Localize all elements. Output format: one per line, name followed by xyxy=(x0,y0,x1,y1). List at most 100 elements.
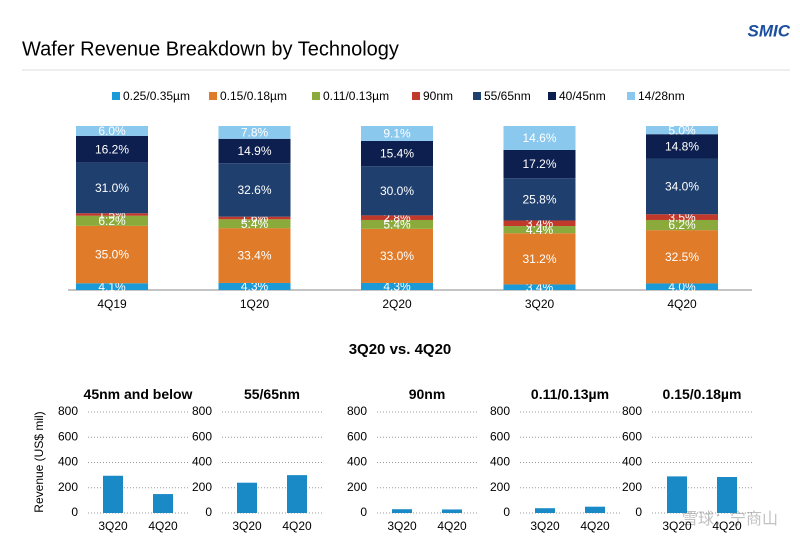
legend-label: 40/45nm xyxy=(559,89,606,103)
bar-segment xyxy=(361,219,433,229)
bar-segment xyxy=(503,220,576,227)
bar-segment xyxy=(646,214,718,220)
bar-segment xyxy=(503,149,576,179)
y-tick-label: 800 xyxy=(192,404,212,418)
value-label: 4.3% xyxy=(241,280,269,294)
y-tick-label: 400 xyxy=(347,455,367,469)
legend-swatch xyxy=(473,92,481,100)
y-axis-label: Revenue (US$ mil) xyxy=(32,411,46,512)
bar-segment xyxy=(76,162,148,214)
x-tick-label: 3Q20 xyxy=(387,519,417,533)
value-label: 9.1% xyxy=(383,127,411,141)
bar xyxy=(103,475,123,513)
value-label: 6.0% xyxy=(98,124,126,138)
value-label: 6.2% xyxy=(98,214,126,228)
bar-segment xyxy=(218,126,291,139)
bar-segment xyxy=(218,216,291,220)
value-label: 31.0% xyxy=(95,181,129,195)
y-tick-label: 800 xyxy=(622,404,642,418)
value-label: 17.2% xyxy=(522,157,556,171)
x-tick-label: 3Q20 xyxy=(662,519,692,533)
legend-label: 55/65nm xyxy=(484,89,531,103)
panel-title: 0.11/0.13µm xyxy=(530,386,610,402)
subtitle: 3Q20 vs. 4Q20 xyxy=(349,341,452,358)
x-tick-label: 3Q20 xyxy=(98,519,128,533)
bar xyxy=(287,475,307,513)
value-label: 4.4% xyxy=(526,223,554,237)
bar-segment xyxy=(646,219,718,231)
y-tick-label: 600 xyxy=(347,429,367,443)
y-tick-label: 0 xyxy=(635,505,642,519)
legend-label: 0.15/0.18µm xyxy=(220,89,287,103)
bar xyxy=(585,506,605,513)
bar-segment xyxy=(646,283,718,290)
bar-segment xyxy=(646,134,718,159)
bar-segment xyxy=(503,233,576,285)
value-label: 5.4% xyxy=(241,217,269,231)
x-tick-label: 4Q20 xyxy=(148,519,178,533)
y-tick-label: 400 xyxy=(58,455,78,469)
bar-segment xyxy=(503,284,576,290)
slide-title: Wafer Revenue Breakdown by Technology xyxy=(22,38,399,60)
bar-segment xyxy=(218,282,291,290)
bar-segment xyxy=(76,283,148,290)
y-tick-label: 800 xyxy=(58,404,78,418)
bar-segment xyxy=(646,230,718,284)
bar xyxy=(153,494,173,513)
value-label: 31.2% xyxy=(522,252,556,266)
x-tick-label: 1Q20 xyxy=(240,297,270,311)
bar xyxy=(237,482,257,513)
legend-swatch xyxy=(412,92,420,100)
y-tick-label: 400 xyxy=(192,455,212,469)
value-label: 14.9% xyxy=(237,144,271,158)
value-label: 33.4% xyxy=(237,249,271,263)
value-label: 34.0% xyxy=(665,180,699,194)
bar-segment xyxy=(503,178,576,221)
legend-swatch xyxy=(548,92,556,100)
panel-title: 0.15/0.18µm xyxy=(662,386,742,402)
bar-segment xyxy=(361,166,433,216)
x-tick-label: 4Q20 xyxy=(712,519,742,533)
legend-swatch xyxy=(312,92,320,100)
panel-title: 55/65nm xyxy=(243,386,301,402)
bar xyxy=(392,509,412,513)
bar-segment xyxy=(646,126,718,135)
y-tick-label: 600 xyxy=(622,429,642,443)
legend-label: 90nm xyxy=(423,89,453,103)
y-tick-label: 600 xyxy=(490,429,510,443)
y-tick-label: 600 xyxy=(58,429,78,443)
value-label: 16.2% xyxy=(95,142,129,156)
y-tick-label: 800 xyxy=(347,404,367,418)
value-label: 15.4% xyxy=(380,147,414,161)
y-tick-label: 200 xyxy=(58,480,78,494)
bar-segment xyxy=(503,226,576,234)
bar-segment xyxy=(218,228,291,283)
bar xyxy=(442,509,462,513)
bar-segment xyxy=(76,213,148,216)
bar-segment xyxy=(76,215,148,226)
y-tick-label: 200 xyxy=(490,480,510,494)
value-label: 25.8% xyxy=(522,192,556,206)
x-tick-label: 3Q20 xyxy=(232,519,262,533)
bar xyxy=(535,508,555,513)
bar-segment xyxy=(361,126,433,141)
bar-segment xyxy=(218,219,291,229)
value-label: 14.8% xyxy=(665,140,699,154)
x-tick-label: 3Q20 xyxy=(530,519,560,533)
value-label: 5.0% xyxy=(668,123,696,137)
panel-title: 45nm and below xyxy=(83,386,193,402)
bar-segment xyxy=(76,225,148,284)
value-label: 33.0% xyxy=(380,249,414,263)
value-label: 32.6% xyxy=(237,183,271,197)
y-tick-label: 800 xyxy=(490,404,510,418)
bar-segment xyxy=(218,163,291,217)
legend-label: 0.25/0.35µm xyxy=(123,89,190,103)
x-tick-label: 4Q19 xyxy=(97,297,127,311)
legend-swatch xyxy=(627,92,635,100)
value-label: 4.3% xyxy=(383,280,411,294)
bar-segment xyxy=(503,126,576,150)
x-tick-label: 2Q20 xyxy=(382,297,412,311)
logo: SMIC xyxy=(748,21,791,40)
